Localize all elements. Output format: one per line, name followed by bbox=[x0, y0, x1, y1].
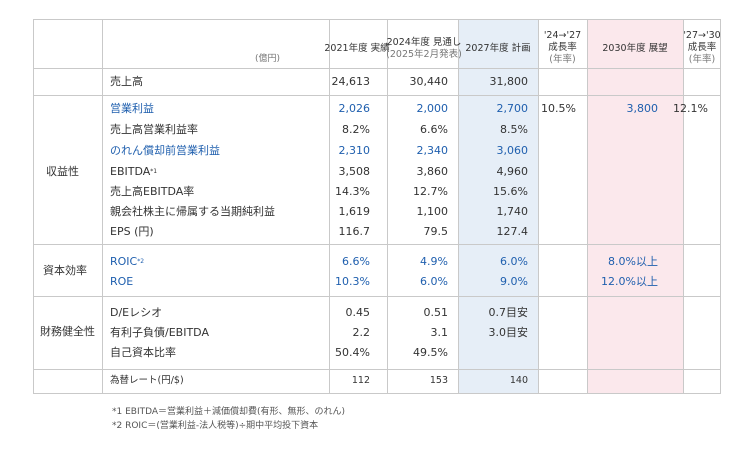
fx-rate-2021: 112 bbox=[351, 375, 370, 386]
column-divider bbox=[538, 19, 539, 394]
sales-label: 売上高 bbox=[110, 75, 143, 88]
roic-2021: 6.6% bbox=[342, 255, 370, 268]
equity-ratio-2021: 50.4% bbox=[335, 346, 370, 359]
sales-2027: 31,800 bbox=[489, 75, 529, 88]
pre-goodwill-op-profit-2027: 3,060 bbox=[496, 144, 529, 157]
operating-margin-2027: 8.5% bbox=[500, 123, 528, 136]
pre-goodwill-op-profit-2024: 2,340 bbox=[416, 144, 449, 157]
unit-label: (億円) bbox=[255, 54, 281, 64]
table-border-right bbox=[720, 19, 721, 394]
footnote-2: *2 ROIC＝(営業利益-法人税等)÷期中平均投下資本 bbox=[112, 421, 319, 431]
net-income-2024: 1,100 bbox=[416, 205, 449, 218]
column-divider bbox=[458, 19, 459, 394]
ebitda-margin-label: 売上高EBITDA率 bbox=[110, 185, 195, 198]
header-growth-27-30: '27→'30 bbox=[683, 30, 721, 41]
financial-targets-table: (億円) 2021年度 実績 2024年度 見通し (2025年2月発表) 20… bbox=[33, 19, 721, 394]
equity-ratio-label: 自己資本比率 bbox=[110, 346, 176, 359]
header-2027-plan: 2027年度 計画 bbox=[465, 43, 531, 54]
eps-2021: 116.7 bbox=[338, 225, 371, 238]
roic-label: ROIC*2 bbox=[110, 255, 145, 268]
header-growth-24-27: '24→'27 bbox=[543, 30, 582, 41]
column-divider bbox=[587, 19, 588, 394]
pre-goodwill-op-profit-label: のれん償却前営業利益 bbox=[110, 144, 220, 157]
net-income-2021: 1,619 bbox=[338, 205, 371, 218]
ebitda-margin-2021: 14.3% bbox=[335, 185, 370, 198]
header-2030-outlook: 2030年度 展望 bbox=[602, 43, 668, 54]
row-divider bbox=[33, 369, 721, 370]
operating-profit-growth-27-30: 12.1% bbox=[673, 102, 708, 115]
fx-rate-2024: 153 bbox=[429, 375, 448, 386]
row-divider bbox=[33, 95, 721, 96]
ebitda-2027: 4,960 bbox=[496, 165, 529, 178]
debt-ebitda-2024: 3.1 bbox=[430, 326, 449, 339]
header-2024-forecast: 2024年度 見通し bbox=[386, 37, 462, 48]
header-growth-24-27-label: 成長率 bbox=[548, 42, 577, 53]
roic-2030: 8.0%以上 bbox=[608, 255, 658, 268]
table-border-top bbox=[33, 19, 721, 20]
header-growth-27-30-annual: (年率) bbox=[688, 54, 716, 65]
ebitda-margin-2024: 12.7% bbox=[413, 185, 448, 198]
table-border-bottom bbox=[33, 393, 721, 394]
de-ratio-2024: 0.51 bbox=[423, 306, 449, 319]
debt-ebitda-2021: 2.2 bbox=[352, 326, 371, 339]
outlook-2030-column-highlight bbox=[587, 19, 683, 394]
roe-label: ROE bbox=[110, 275, 134, 288]
header-growth-24-27-annual: (年率) bbox=[549, 54, 576, 65]
eps-label: EPS (円) bbox=[110, 225, 154, 238]
operating-profit-2021: 2,026 bbox=[338, 102, 371, 115]
group-capital-efficiency: 資本効率 bbox=[43, 264, 87, 277]
eps-2027: 127.4 bbox=[496, 225, 529, 238]
roe-2024: 6.0% bbox=[420, 275, 448, 288]
net-income-label: 親会社株主に帰属する当期純利益 bbox=[110, 205, 275, 218]
row-divider bbox=[33, 296, 721, 297]
group-profitability: 収益性 bbox=[46, 165, 79, 178]
table-border-left bbox=[33, 19, 34, 394]
column-divider bbox=[102, 19, 103, 394]
operating-margin-label: 売上高営業利益率 bbox=[110, 123, 198, 136]
ebitda-margin-2027: 15.6% bbox=[493, 185, 528, 198]
row-divider bbox=[33, 68, 721, 69]
footnote-marker-1: *1 bbox=[150, 168, 158, 175]
roic-2024: 4.9% bbox=[420, 255, 448, 268]
sales-2021: 24,613 bbox=[331, 75, 371, 88]
column-divider bbox=[329, 19, 330, 394]
sales-2024: 30,440 bbox=[409, 75, 449, 88]
footnote-1: *1 EBITDA＝営業利益＋減価償却費(有形、無形、のれん) bbox=[112, 407, 346, 417]
row-divider bbox=[33, 244, 721, 245]
operating-profit-growth-24-27: 10.5% bbox=[541, 102, 576, 115]
pre-goodwill-op-profit-2021: 2,310 bbox=[338, 144, 371, 157]
roe-2027: 9.0% bbox=[500, 275, 528, 288]
column-divider bbox=[387, 19, 388, 394]
group-financial-soundness: 財務健全性 bbox=[40, 325, 95, 338]
fx-rate-2027: 140 bbox=[509, 375, 528, 386]
footnote-marker-2: *2 bbox=[137, 258, 145, 265]
ebitda-2021: 3,508 bbox=[338, 165, 371, 178]
roic-2027: 6.0% bbox=[500, 255, 528, 268]
operating-profit-2027: 2,700 bbox=[496, 102, 529, 115]
ebitda-label: EBITDA*1 bbox=[110, 165, 158, 178]
header-growth-27-30-label: 成長率 bbox=[687, 42, 717, 53]
debt-ebitda-2027: 3.0目安 bbox=[488, 326, 529, 339]
column-divider bbox=[683, 19, 684, 394]
ebitda-2024: 3,860 bbox=[416, 165, 449, 178]
plan-2027-column-highlight bbox=[458, 19, 538, 394]
debt-ebitda-label: 有利子負債/EBITDA bbox=[110, 326, 209, 339]
header-2024-forecast-note: (2025年2月発表) bbox=[386, 49, 462, 60]
roe-2030: 12.0%以上 bbox=[601, 275, 658, 288]
eps-2024: 79.5 bbox=[423, 225, 449, 238]
operating-profit-2030: 3,800 bbox=[626, 102, 659, 115]
de-ratio-2021: 0.45 bbox=[345, 306, 371, 319]
de-ratio-label: D/Eレシオ bbox=[110, 306, 163, 319]
operating-margin-2024: 6.6% bbox=[420, 123, 448, 136]
net-income-2027: 1,740 bbox=[496, 205, 529, 218]
operating-margin-2021: 8.2% bbox=[342, 123, 370, 136]
operating-profit-label: 営業利益 bbox=[110, 102, 154, 115]
equity-ratio-2024: 49.5% bbox=[413, 346, 448, 359]
roe-2021: 10.3% bbox=[335, 275, 370, 288]
operating-profit-2024: 2,000 bbox=[416, 102, 449, 115]
header-2021-actual: 2021年度 実績 bbox=[324, 43, 390, 54]
de-ratio-2027: 0.7目安 bbox=[488, 306, 529, 319]
fx-rate-label: 為替レート(円/$) bbox=[110, 375, 184, 386]
